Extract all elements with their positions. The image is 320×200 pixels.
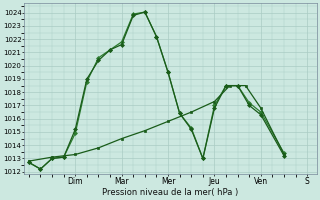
- X-axis label: Pression niveau de la mer( hPa ): Pression niveau de la mer( hPa ): [102, 188, 238, 197]
